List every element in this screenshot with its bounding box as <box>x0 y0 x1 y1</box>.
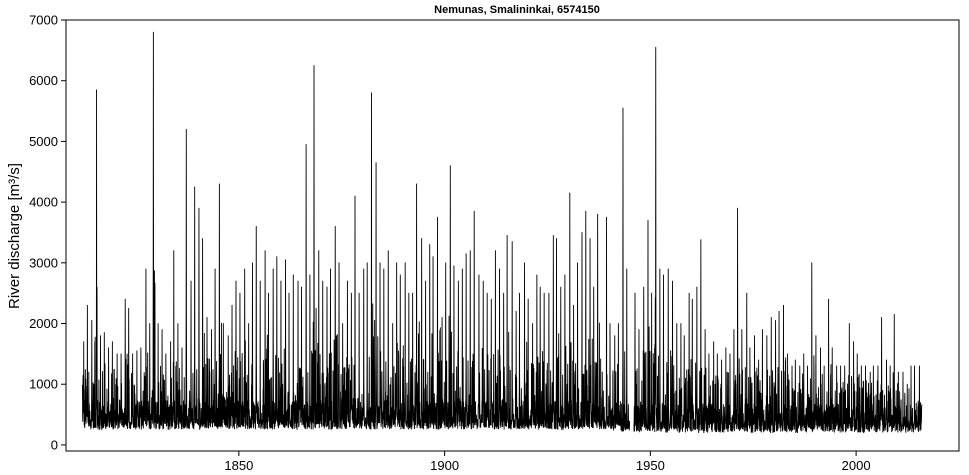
y-axis-label: River discharge [m³/s] <box>6 163 23 309</box>
x-tick-label: 1950 <box>636 458 665 473</box>
y-tick-label: 3000 <box>29 255 58 270</box>
x-axis: 1850 1900 1950 2000 <box>224 451 871 473</box>
y-tick-label: 0 <box>51 437 58 452</box>
x-tick-label: 1850 <box>224 458 253 473</box>
discharge-line <box>82 31 631 432</box>
y-tick-label: 4000 <box>29 195 58 210</box>
plot-frame <box>65 19 960 452</box>
discharge-series <box>82 31 923 434</box>
chart-title: Nemunas, Smalininkai, 6574150 <box>434 4 600 16</box>
y-tick-label: 5000 <box>29 134 58 149</box>
discharge-line <box>633 46 923 434</box>
y-tick-label: 7000 <box>29 13 58 28</box>
y-tick-label: 6000 <box>29 73 58 88</box>
y-axis: 0 1000 2000 3000 4000 5000 6000 7000 <box>29 13 66 452</box>
x-tick-label: 2000 <box>842 458 871 473</box>
y-tick-label: 1000 <box>29 377 58 392</box>
y-tick-label: 2000 <box>29 316 58 331</box>
x-tick-label: 1900 <box>430 458 459 473</box>
